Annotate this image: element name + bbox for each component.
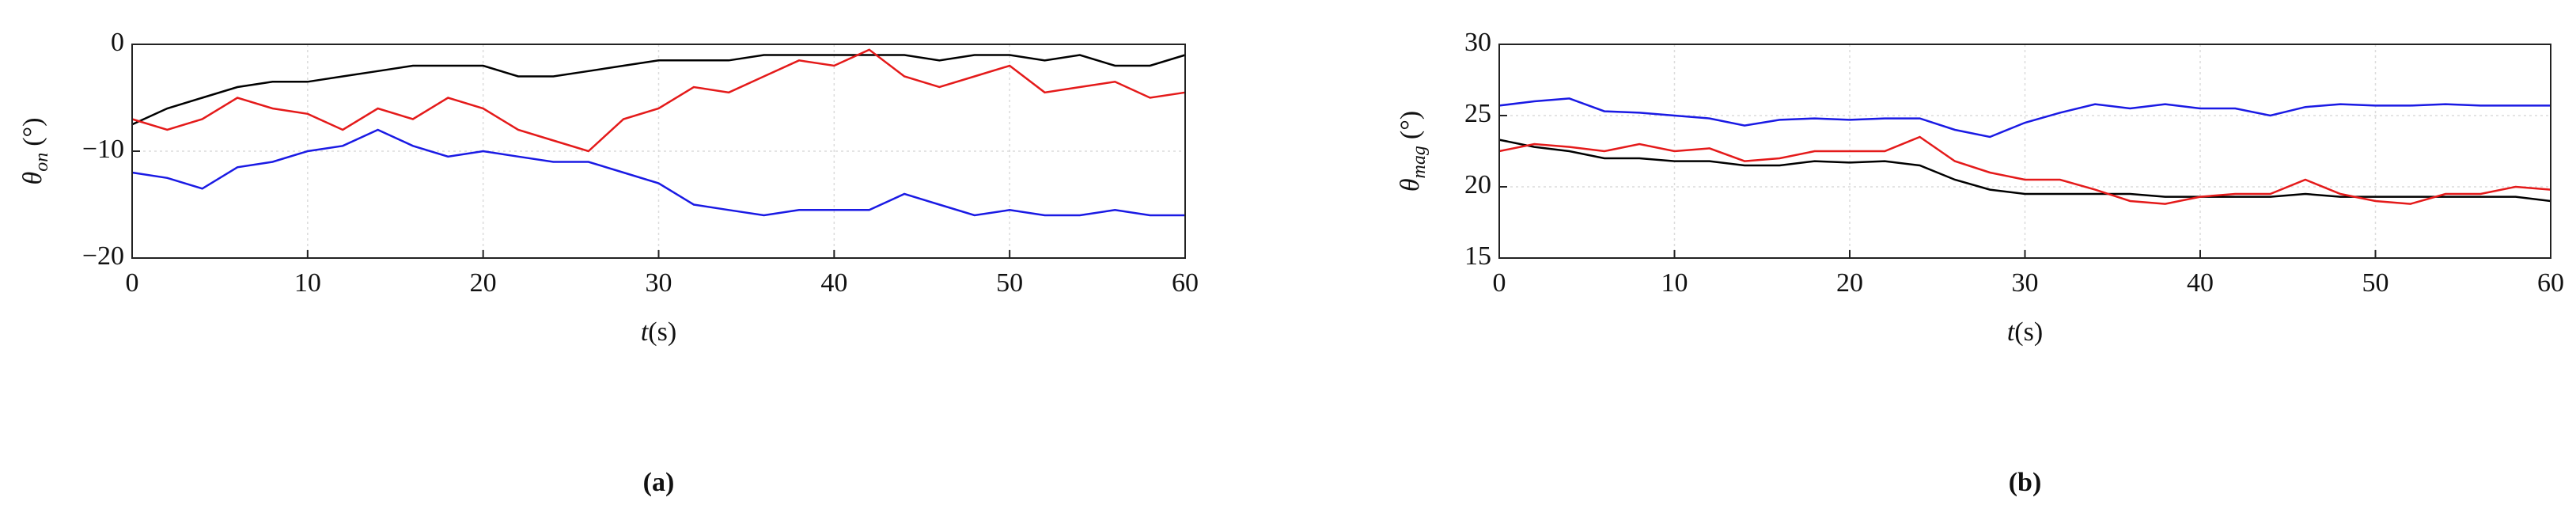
- x-tick-label: 60: [1172, 268, 1199, 298]
- y-tick-label: 0: [111, 28, 124, 57]
- y-tick-label: −10: [82, 135, 124, 164]
- x-axis-symbol: t: [641, 317, 650, 347]
- x-tick-label: 40: [2187, 268, 2214, 298]
- x-tick-label: 20: [470, 268, 497, 298]
- y-axis-symbol: θ: [18, 172, 47, 185]
- x-tick-label: 20: [1836, 268, 1863, 298]
- data-line: [131, 128, 1185, 217]
- x-tick-label: 0: [1493, 268, 1506, 298]
- x-axis-label: t(s): [641, 317, 676, 347]
- x-axis-unit: (s): [648, 317, 676, 347]
- x-tick-label: 0: [126, 268, 139, 298]
- y-axis-label: θon (°): [18, 118, 52, 185]
- data-line: [1498, 135, 2551, 205]
- x-tick-label: 10: [294, 268, 321, 298]
- y-axis-subscript: mag: [1409, 146, 1430, 178]
- data-line: [1498, 97, 2551, 139]
- x-tick-label: 10: [1661, 268, 1688, 298]
- panel-label: (b): [2009, 468, 2042, 497]
- x-axis-unit: (s): [2014, 317, 2043, 347]
- x-tick-label: 40: [820, 268, 847, 298]
- x-tick-label: 50: [996, 268, 1023, 298]
- data-line: [1498, 139, 2551, 203]
- x-tick-label: 60: [2537, 268, 2564, 298]
- y-tick-label: −20: [82, 241, 124, 271]
- data-line: [131, 54, 1186, 126]
- y-tick-label: 25: [1464, 99, 1491, 128]
- x-tick-label: 50: [2362, 268, 2389, 298]
- y-axis-unit: (°): [1396, 111, 1425, 139]
- y-tick-label: 15: [1464, 241, 1491, 271]
- x-axis-label: t(s): [2007, 317, 2043, 347]
- panel: 0 10 20 30 40 50 60 15 20 25 30 t(s) θmag (°) (b): [1396, 28, 2564, 497]
- plot-frame: [1498, 44, 2551, 259]
- panel: 0 10 20 30 40 50 60 −20 −10 0 t(s) θon (°) (a): [18, 28, 1199, 497]
- y-tick-label: 30: [1464, 28, 1491, 57]
- plot-frame: [131, 44, 1186, 259]
- x-tick-label: 30: [646, 268, 672, 298]
- y-axis-symbol: θ: [1396, 178, 1425, 192]
- x-tick-label: 30: [2012, 268, 2039, 298]
- y-axis-subscript: on: [32, 153, 52, 172]
- x-axis-symbol: t: [2007, 317, 2016, 347]
- y-axis-unit: (°): [18, 118, 47, 146]
- panel-label: (a): [643, 468, 675, 497]
- y-axis-label: θmag (°): [1396, 111, 1430, 192]
- y-tick-label: 20: [1464, 170, 1491, 199]
- data-line: [131, 48, 1186, 153]
